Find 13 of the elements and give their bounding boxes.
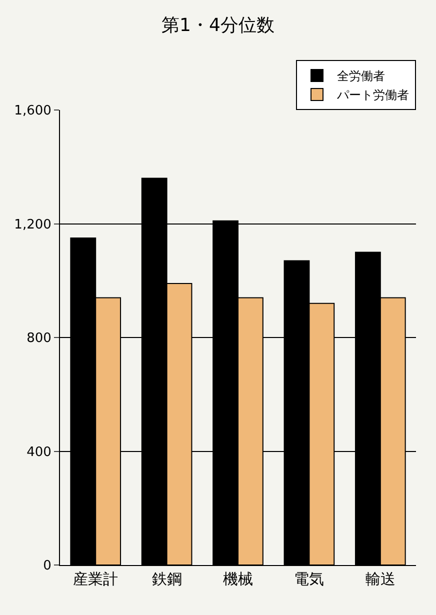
legend-label: パート労働者	[336, 88, 409, 102]
x-tick-label: 輸送	[365, 570, 396, 588]
y-tick-label: 400	[26, 444, 52, 460]
x-tick-label: 鉄鋼	[152, 570, 182, 588]
y-tick-label: 1,200	[14, 217, 52, 232]
legend-label: 全労働者	[337, 69, 385, 84]
x-tick-label: 産業計	[73, 570, 118, 588]
x-tick-label: 電気	[294, 570, 324, 588]
y-tick-label: 0	[43, 558, 52, 574]
y-tick-label: 800	[26, 331, 52, 346]
y-tick-label: 1,600	[14, 104, 52, 119]
x-tick-label: 機械	[223, 570, 253, 588]
chart-title: 第1・4分位数	[162, 15, 274, 36]
